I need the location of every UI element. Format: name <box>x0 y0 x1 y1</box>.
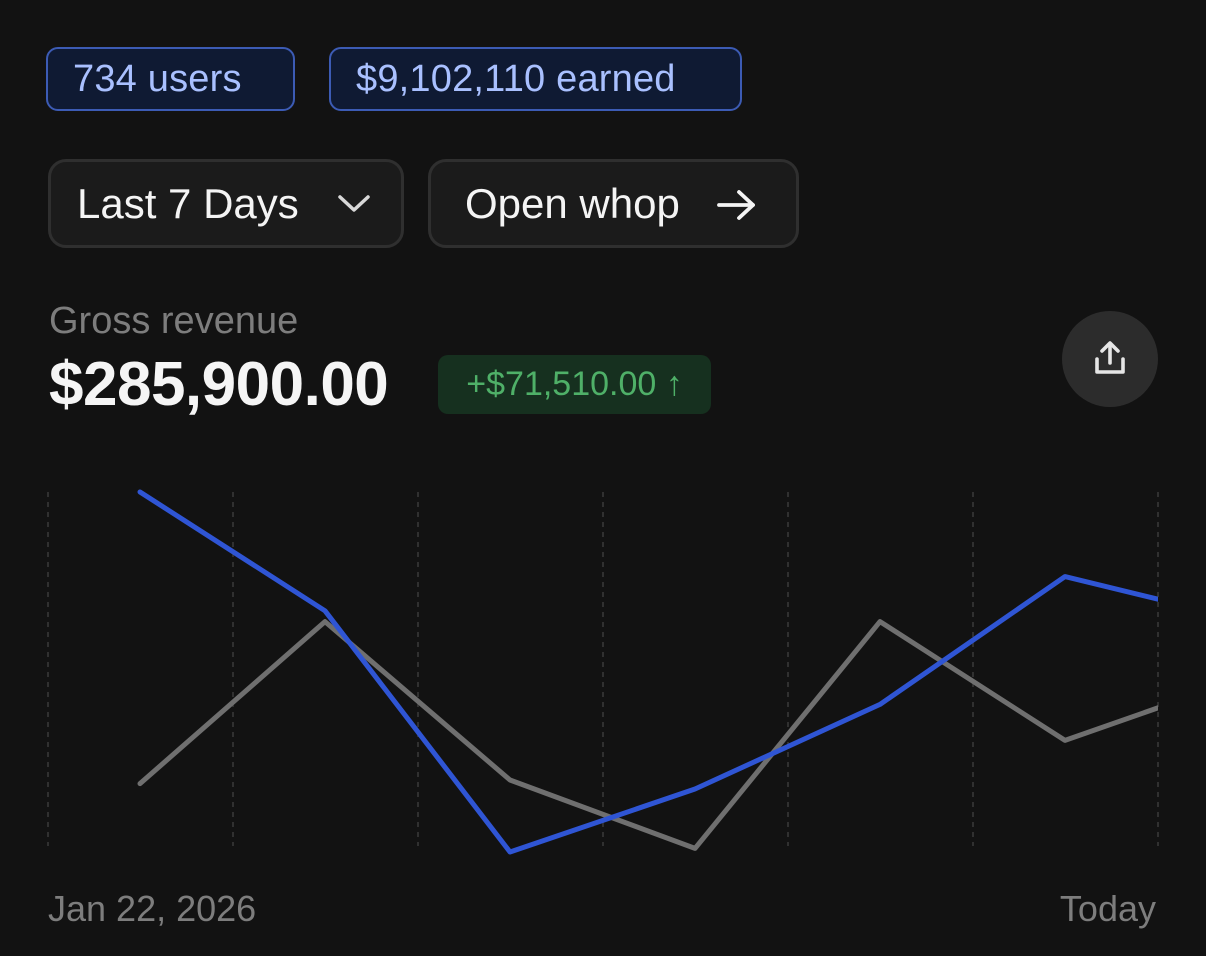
share-upload-icon <box>1095 341 1125 374</box>
earned-total-text: $9,102,110 earned <box>356 57 676 100</box>
metric-delta-badge: +$71,510.00 ↑ <box>438 355 711 414</box>
revenue-line-chart <box>47 489 1159 855</box>
date-range-dropdown[interactable]: Last 7 Days <box>48 159 404 248</box>
open-whop-label: Open whop <box>465 179 680 227</box>
share-button[interactable] <box>1062 311 1158 407</box>
users-count-text: 734 users <box>73 57 242 100</box>
x-axis-start-label: Jan 22, 2026 <box>48 888 257 929</box>
x-axis-end-label: Today <box>1059 888 1156 929</box>
users-count-badge: 734 users <box>46 47 295 111</box>
previous-period-line <box>137 619 1158 851</box>
current-period-line <box>137 489 1158 855</box>
chart-series <box>137 489 1158 855</box>
chart-grid <box>47 492 1159 846</box>
earned-total-badge: $9,102,110 earned <box>329 47 742 111</box>
arrow-right-icon <box>717 190 755 220</box>
metric-label: Gross revenue <box>49 300 299 342</box>
metric-value: $285,900.00 <box>49 350 389 419</box>
chevron-down-icon <box>338 195 370 212</box>
date-range-label: Last 7 Days <box>77 179 299 227</box>
open-whop-button[interactable]: Open whop <box>428 159 799 248</box>
metric-delta-text: +$71,510.00 ↑ <box>466 365 683 403</box>
